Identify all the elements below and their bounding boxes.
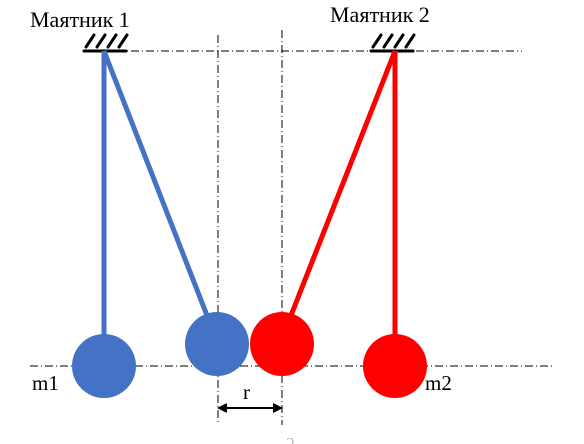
mass-1-label: m1 <box>32 371 59 395</box>
page-number: 2 <box>286 434 295 444</box>
pendulum-2-rod-deflected <box>287 50 398 319</box>
pendulum-2-bob-deflected <box>250 312 314 376</box>
pendulum-1-rod-deflected <box>101 50 211 319</box>
pendulum-2-label: Маятник 2 <box>330 2 430 27</box>
pendulum-1-bob-rest <box>72 334 136 398</box>
pendulum-2-bob-rest <box>363 334 427 398</box>
pendulum-1-bob-deflected <box>185 312 249 376</box>
support-2 <box>369 33 416 53</box>
distance-label: r <box>243 380 250 404</box>
pendulum-1-label: Маятник 1 <box>30 7 130 32</box>
support-1 <box>82 33 129 53</box>
mass-2-label: m2 <box>425 371 452 395</box>
pendulum-1 <box>72 50 249 398</box>
pendulum-2 <box>250 50 427 398</box>
